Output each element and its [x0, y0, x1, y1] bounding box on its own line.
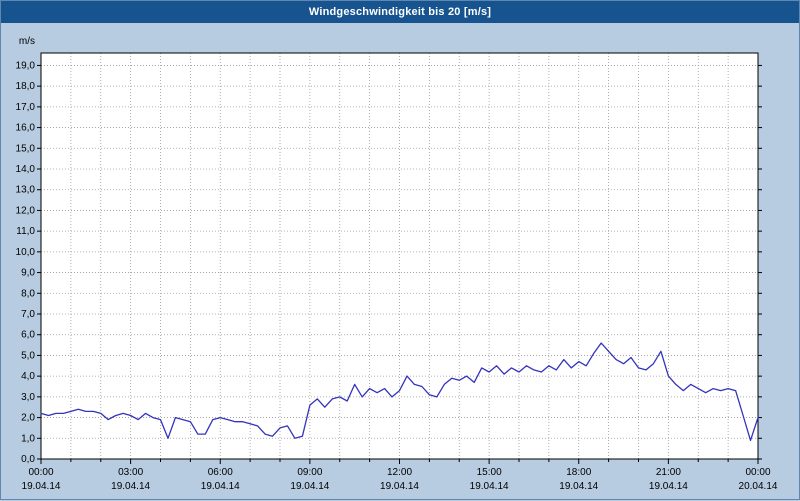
y-tick-label: 16,0	[16, 123, 36, 134]
y-tick-label: 14,0	[16, 164, 36, 175]
x-tick-time-label: 06:00	[208, 467, 233, 478]
x-tick-time-label: 12:00	[387, 467, 412, 478]
y-tick-label: 17,0	[16, 102, 36, 113]
y-tick-label: 19,0	[16, 60, 36, 71]
y-tick-label: 13,0	[16, 185, 36, 196]
y-tick-label: 18,0	[16, 81, 36, 92]
x-tick-time-label: 09:00	[297, 467, 322, 478]
x-tick-time-label: 15:00	[477, 467, 502, 478]
x-tick-date-label: 19.04.14	[111, 481, 150, 492]
x-tick-date-label: 19.04.14	[559, 481, 598, 492]
wind-speed-chart: 0,0 1,0 2,0 3,0 4,0 5,0 6,0 7,0 8,0 9,0 10,0 11,0 12…	[16, 36, 778, 492]
y-tick-label: 0,0	[21, 454, 35, 465]
x-tick-date-label: 20.04.14	[739, 481, 778, 492]
x-tick-time-label: 00:00	[745, 467, 770, 478]
chart-title-bar: Windgeschwindigkeit bis 20 [m/s]	[1, 1, 799, 23]
y-tick-label: 10,0	[16, 247, 36, 258]
x-tick-date-label: 19.04.14	[470, 481, 509, 492]
y-tick-label: 7,0	[21, 309, 35, 320]
wind-speed-series-line	[40, 342, 759, 442]
x-tick-time-label: 18:00	[566, 467, 591, 478]
y-tick-label: 1,0	[21, 433, 35, 444]
y-tick-label: 12,0	[16, 205, 36, 216]
x-tick-date-label: 19.04.14	[290, 481, 329, 492]
y-tick-label: 2,0	[21, 413, 35, 424]
y-tick-label: 15,0	[16, 143, 36, 154]
y-tick-label: 6,0	[21, 330, 35, 341]
x-tick-time-label: 21:00	[656, 467, 681, 478]
y-tick-label: 8,0	[21, 288, 35, 299]
y-tick-label: 3,0	[21, 392, 35, 403]
x-tick-date-label: 19.04.14	[380, 481, 419, 492]
x-tick-date-label: 19.04.14	[22, 481, 61, 492]
y-tick-label: 11,0	[16, 226, 35, 237]
x-tick-time-label: 00:00	[28, 467, 53, 478]
y-tick-label: 5,0	[21, 350, 35, 361]
chart-title: Windgeschwindigkeit bis 20 [m/s]	[308, 6, 492, 18]
x-tick-date-label: 19.04.14	[201, 481, 240, 492]
y-axis-unit-label: m/s	[19, 36, 35, 47]
y-tick-label: 4,0	[21, 371, 35, 382]
y-tick-label: 9,0	[21, 268, 35, 279]
x-tick-time-label: 03:00	[118, 467, 143, 478]
x-tick-date-label: 19.04.14	[649, 481, 688, 492]
